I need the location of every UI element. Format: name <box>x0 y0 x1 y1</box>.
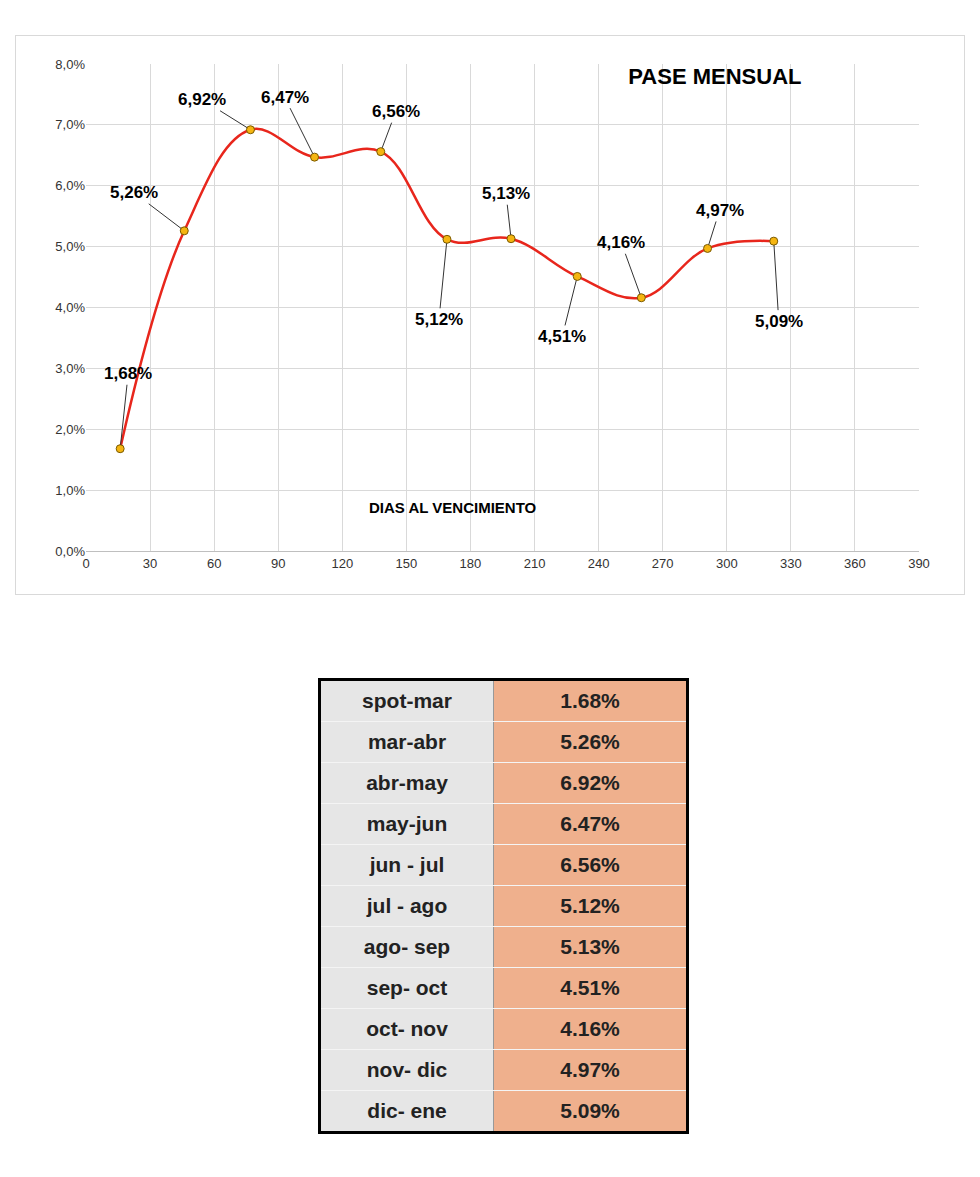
svg-text:4,0%: 4,0% <box>55 300 85 315</box>
html-text:dic- ene: dic- ene <box>367 1099 447 1122</box>
html-text:5.09%: 5.09% <box>560 1099 620 1122</box>
svg-text:4,97%: 4,97% <box>696 201 744 220</box>
svg-text:5,12%: 5,12% <box>415 310 463 329</box>
svg-text:3,0%: 3,0% <box>55 361 85 376</box>
html-text:may-jun: may-jun <box>366 812 448 835</box>
html-text:jul - ago: jul - ago <box>366 894 448 917</box>
svg-text:6,92%: 6,92% <box>178 90 226 109</box>
html-text:ago- sep: ago- sep <box>363 935 451 958</box>
html-text:6.47%: 6.47% <box>560 812 620 835</box>
svg-text:6,56%: 6,56% <box>372 102 420 121</box>
html-text:5.13%: 5.13% <box>560 935 620 958</box>
svg-text:DIAS AL VENCIMIENTO: DIAS AL VENCIMIENTO <box>369 499 537 516</box>
svg-text:5,26%: 5,26% <box>110 183 158 202</box>
svg-text:210: 210 <box>524 556 546 571</box>
svg-text:1,68%: 1,68% <box>104 364 152 383</box>
svg-text:150: 150 <box>396 556 418 571</box>
html-text:6.92%: 6.92% <box>560 771 620 794</box>
svg-text:120: 120 <box>331 556 353 571</box>
svg-text:240: 240 <box>588 556 610 571</box>
html-text:1.68%: 1.68% <box>560 689 620 712</box>
svg-text:6,47%: 6,47% <box>261 88 309 107</box>
html-text:spot-mar: spot-mar <box>362 689 452 712</box>
svg-text:0: 0 <box>82 556 89 571</box>
html-text:sep- oct: sep- oct <box>366 976 448 999</box>
svg-text:4,16%: 4,16% <box>597 233 645 252</box>
svg-text:6,0%: 6,0% <box>55 178 85 193</box>
svg-text:7,0%: 7,0% <box>55 117 85 132</box>
html-text:5.26%: 5.26% <box>560 730 620 753</box>
svg-text:270: 270 <box>652 556 674 571</box>
svg-text:5,13%: 5,13% <box>482 184 530 203</box>
html-text:4.97%: 4.97% <box>560 1058 620 1081</box>
svg-text:2,0%: 2,0% <box>55 422 85 437</box>
html-text:oct- nov: oct- nov <box>366 1017 448 1040</box>
svg-text:5,0%: 5,0% <box>55 239 85 254</box>
svg-text:90: 90 <box>271 556 285 571</box>
svg-text:0,0%: 0,0% <box>55 544 85 559</box>
html-text:nov- dic: nov- dic <box>366 1058 448 1081</box>
svg-text:5,09%: 5,09% <box>755 312 803 331</box>
html-text:4.51%: 4.51% <box>560 976 620 999</box>
svg-text:360: 360 <box>844 556 866 571</box>
svg-text:300: 300 <box>716 556 738 571</box>
svg-text:30: 30 <box>143 556 157 571</box>
svg-text:1,0%: 1,0% <box>55 483 85 498</box>
svg-text:390: 390 <box>908 556 930 571</box>
svg-text:4,51%: 4,51% <box>538 327 586 346</box>
html-text:abr-may: abr-may <box>366 771 448 794</box>
html-text:jun - jul: jun - jul <box>369 853 445 876</box>
svg-text:60: 60 <box>207 556 221 571</box>
svg-text:8,0%: 8,0% <box>55 57 85 72</box>
svg-text:PASE MENSUAL: PASE MENSUAL <box>628 64 801 89</box>
svg-text:330: 330 <box>780 556 802 571</box>
html-text:mar-abr: mar-abr <box>367 730 447 753</box>
html-text:6.56%: 6.56% <box>560 853 620 876</box>
svg-text:180: 180 <box>460 556 482 571</box>
html-text:4.16%: 4.16% <box>560 1017 620 1040</box>
html-text:5.12%: 5.12% <box>560 894 620 917</box>
